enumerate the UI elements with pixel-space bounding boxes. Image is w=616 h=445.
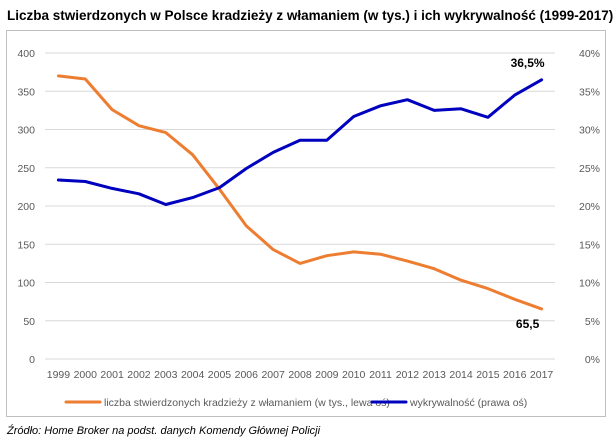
left-tick-label: 350: [17, 86, 35, 98]
legend-label: wykrywalność (prawa oś): [409, 397, 527, 409]
series-line-burglaries: [56, 74, 544, 311]
x-tick-label: 2013: [423, 369, 447, 381]
x-tick-label: 2000: [74, 369, 98, 381]
left-tick-label: 250: [17, 163, 35, 175]
left-tick-label: 300: [17, 125, 35, 137]
legend-label: liczba stwierdzonych kradzieży z włamani…: [104, 397, 390, 409]
x-tick-label: 2001: [100, 369, 124, 381]
left-tick-label: 150: [17, 239, 35, 251]
series-layer: [56, 74, 544, 311]
left-tick-label: 200: [17, 201, 35, 213]
right-tick-label: 20%: [579, 201, 600, 213]
left-tick-label: 400: [17, 48, 35, 60]
x-tick-label: 2011: [369, 369, 392, 381]
right-axis-ticks: 0% 5% 10% 15% 20% 25% 30% 35% 40%: [579, 48, 600, 366]
x-tick-label: 2007: [261, 369, 285, 381]
x-tick-label: 2008: [288, 369, 312, 381]
left-tick-label: 0: [29, 354, 35, 366]
right-tick-label: 0%: [585, 354, 600, 366]
x-tick-label: 1999: [47, 369, 71, 381]
x-tick-label: 2009: [315, 369, 339, 381]
end-data-label: 36,5%: [511, 56, 545, 70]
left-tick-label: 50: [23, 316, 35, 328]
right-tick-label: 40%: [579, 48, 600, 60]
end-data-label: 65,5: [516, 317, 540, 331]
left-axis-ticks: 0 50 100 150 200 250 300 350 400: [17, 48, 35, 366]
x-tick-label: 2004: [181, 369, 205, 381]
chart-title: Liczba stwierdzonych w Polsce kradzieży …: [7, 8, 614, 23]
source-note: Źródło: Home Broker na podst. danych Kom…: [7, 425, 321, 437]
x-tick-label: 2015: [476, 369, 500, 381]
x-tick-label: 2002: [127, 369, 151, 381]
x-tick-label: 2014: [449, 369, 473, 381]
legend: liczba stwierdzonych kradzieży z włamani…: [64, 397, 527, 409]
x-tick-label: 2012: [396, 369, 420, 381]
chart-frame: [6, 30, 606, 417]
gridlines: [45, 52, 555, 360]
data-labels: 65,5 36,5%: [511, 56, 545, 331]
right-tick-label: 30%: [579, 125, 600, 137]
right-tick-label: 5%: [585, 316, 600, 328]
series-line-detection-rate: [56, 78, 544, 206]
x-tick-label: 2003: [154, 369, 178, 381]
x-tick-label: 2016: [503, 369, 527, 381]
x-tick-label: 2017: [530, 369, 554, 381]
x-tick-label: 2006: [235, 369, 259, 381]
x-axis-ticks: 1999 2000 2001 2002 2003 2004 2005 2006 2007 2008…: [47, 369, 554, 381]
x-tick-label: 2005: [208, 369, 232, 381]
right-tick-label: 35%: [579, 86, 600, 98]
right-tick-label: 25%: [579, 163, 600, 175]
right-tick-label: 15%: [579, 239, 600, 251]
x-tick-label: 2010: [342, 369, 366, 381]
left-tick-label: 100: [17, 278, 35, 290]
right-tick-label: 10%: [579, 278, 600, 290]
